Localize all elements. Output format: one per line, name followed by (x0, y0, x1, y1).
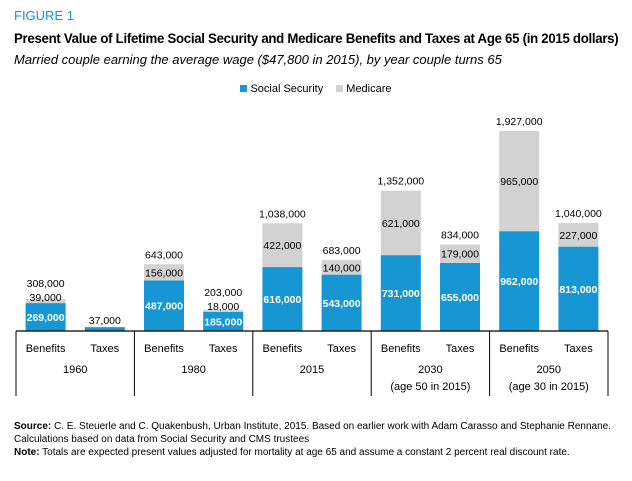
bar-medicare (144, 264, 184, 281)
legend-social-security: Social Security (240, 83, 323, 95)
x-tick-label: Taxes (209, 343, 238, 355)
bar-social-security (321, 274, 362, 331)
bar-medicare (380, 190, 421, 256)
label-social-security: 616,000 (263, 294, 301, 306)
label-total: 1,927,000 (496, 116, 543, 128)
bar-social-security (25, 303, 66, 331)
label-social-security: 487,000 (145, 301, 183, 313)
label-social-security: 731,000 (382, 288, 420, 300)
legend-swatch-icon (336, 85, 344, 92)
label-social-security: 655,000 (441, 292, 479, 304)
label-medicare: 227,000 (559, 230, 597, 242)
label-medicare: 422,000 (263, 240, 301, 252)
figure-label: FIGURE 1 (14, 8, 74, 23)
label-total: 203,000 (204, 287, 242, 299)
chart-title: Present Value of Lifetime Social Securit… (14, 30, 619, 46)
label-medicare: 18,000 (207, 301, 239, 313)
x-tick-label: Benefits (263, 343, 303, 355)
label-total: 1,352,000 (377, 176, 424, 188)
bar-medicare (558, 223, 599, 247)
bar-medicare (440, 244, 480, 264)
label-medicare: 179,000 (441, 249, 479, 261)
label-total: 1,040,000 (555, 208, 602, 220)
group-note: (age 50 in 2015) (390, 381, 470, 393)
group-label: 2015 (300, 364, 324, 376)
label-medicare: 965,000 (500, 176, 538, 188)
bar-medicare (499, 131, 540, 232)
x-tick-label: Taxes (90, 343, 119, 355)
label-social-security: 185,000 (204, 316, 242, 328)
label-medicare: 621,000 (382, 218, 420, 230)
label-total: 834,000 (441, 229, 479, 241)
source-note: Source: C. E. Steuerle and C. Quakenbush… (14, 421, 612, 445)
x-tick-label: Benefits (381, 343, 421, 355)
x-tick-label: Taxes (446, 343, 475, 355)
bar-social-security (440, 263, 480, 331)
bar-social-security (144, 280, 184, 331)
label-medicare: 39,000 (30, 292, 62, 304)
label-social-security: 543,000 (323, 298, 361, 310)
chart-plot: 269,000 39,000 308,000 Benefits 37,000 Taxes 4… (15, 116, 609, 396)
label-social-security: 37,000 (89, 315, 121, 327)
label-social-security: 813,000 (559, 284, 597, 296)
bar-medicare (25, 299, 66, 304)
chart-subtitle: Married couple earning the average wage … (14, 52, 502, 67)
legend-medicare: Medicare (336, 83, 392, 95)
group-note: (age 30 in 2015) (509, 381, 589, 393)
legend-swatch-icon (240, 85, 248, 92)
x-tick-label: Benefits (26, 343, 66, 355)
bar-social-security (499, 231, 540, 331)
x-tick-label: Taxes (564, 343, 593, 355)
label-social-security: 269,000 (27, 312, 65, 324)
bar-medicare (203, 309, 244, 312)
legend: Social Security Medicare (0, 83, 632, 95)
label-social-security: 962,000 (500, 276, 538, 288)
group-label: 2030 (418, 364, 442, 376)
group-label: 2050 (537, 364, 561, 376)
group-label: 1960 (63, 364, 87, 376)
label-medicare: 156,000 (145, 267, 183, 279)
label-total: 683,000 (323, 245, 361, 257)
group-label: 1980 (181, 364, 205, 376)
label-total: 643,000 (145, 249, 183, 261)
bar-medicare (262, 223, 303, 268)
x-tick-label: Benefits (499, 343, 539, 355)
notes: Source: C. E. Steuerle and C. Quakenbush… (14, 420, 624, 459)
footnote: Note: Totals are expected present values… (14, 447, 570, 458)
label-total: 1,038,000 (259, 208, 306, 220)
label-medicare: 140,000 (323, 262, 361, 274)
x-tick-label: Benefits (144, 343, 184, 355)
label-total: 308,000 (27, 278, 65, 290)
x-tick-label: Taxes (327, 343, 356, 355)
bar-social-security (558, 246, 599, 331)
bar-social-security (203, 311, 244, 331)
bar-social-security (84, 327, 125, 331)
bar-social-security (262, 267, 303, 331)
bar-social-security (380, 255, 421, 331)
bar-medicare (321, 260, 362, 275)
